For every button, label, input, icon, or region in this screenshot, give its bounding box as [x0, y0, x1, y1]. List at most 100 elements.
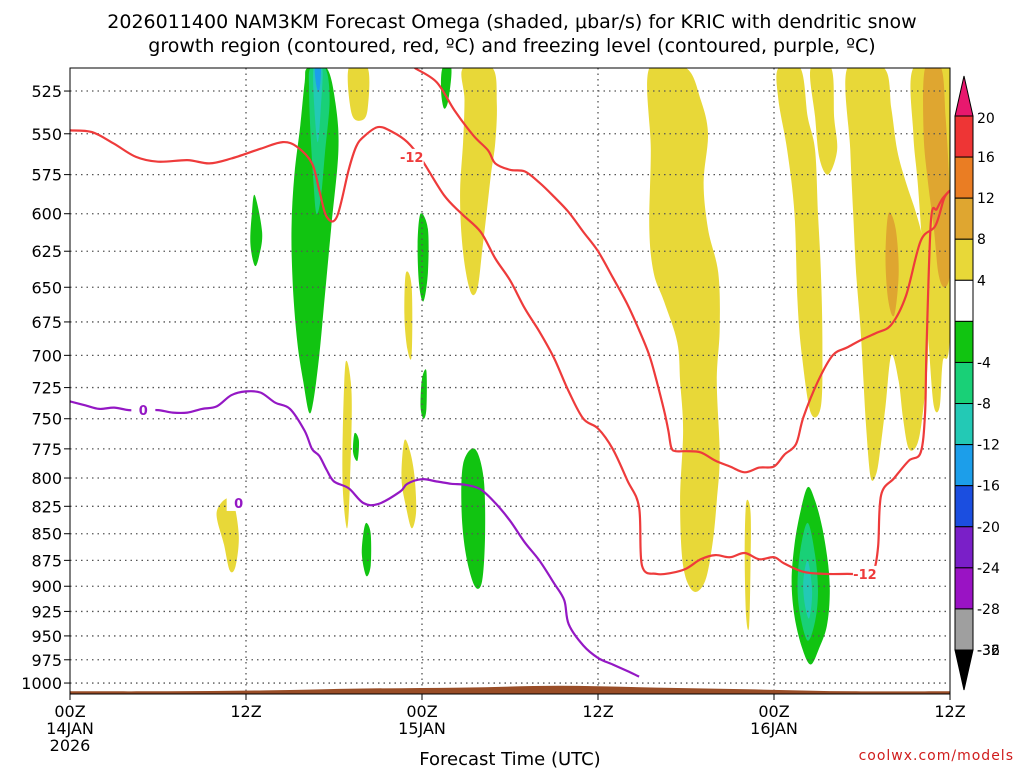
y-tick-label: 875	[31, 551, 62, 570]
colorbar-swatch	[954, 320, 974, 363]
colorbar-label: 20	[977, 111, 995, 127]
y-tick-label: 600	[31, 205, 62, 224]
contour-line-1	[70, 125, 950, 576]
omega-region-ascent-cell-5	[361, 522, 372, 577]
colorbar-label: -36	[977, 643, 1000, 659]
omega-region-ascent-cell-7	[440, 68, 452, 109]
colorbar-swatch	[954, 238, 974, 281]
chart-title-line-2: growth region (contoured, red, ºC) and f…	[148, 35, 875, 57]
terrain-ground	[70, 685, 950, 694]
colorbar-swatch	[954, 526, 974, 569]
omega-region-ascent-cell-4	[352, 432, 360, 462]
x-axis-title: Forecast Time (UTC)	[419, 749, 600, 768]
colorbar-label: 4	[977, 273, 986, 289]
omega-region-sink-cell-2	[347, 68, 370, 121]
colorbar-label: -8	[977, 397, 991, 413]
omega-region-sink-band-2	[647, 68, 720, 592]
colorbar-swatch	[954, 361, 974, 405]
y-axis: 525 550 575 600 625 650 675 700 725 750 775 800 825 8…	[21, 82, 70, 693]
contour-label: -12	[400, 151, 424, 166]
y-tick-label: 1000	[21, 674, 62, 693]
colorbar-swatch	[954, 156, 974, 199]
colorbar-label: -32	[977, 643, 1000, 659]
omega-region-ascent-core-a	[308, 68, 330, 215]
omega-region-sink-cell-5	[404, 271, 413, 360]
x-tick-label: 00Z	[406, 702, 437, 721]
colorbar-swatch	[954, 197, 974, 240]
contour-label-bg	[852, 565, 877, 582]
y-tick-label: 750	[31, 410, 62, 429]
omega-region-ascent-cell-1	[461, 448, 486, 589]
y-tick-label: 825	[31, 497, 62, 516]
y-tick-label: 725	[31, 379, 62, 398]
omega-region-ascent-cell-3	[417, 213, 429, 302]
colorbar-cap-top	[954, 75, 974, 117]
colorbar-label: -12	[977, 438, 1000, 454]
omega-region-sink-cell-4	[342, 360, 352, 529]
colorbar-swatch	[954, 608, 974, 651]
grid-lines	[70, 68, 950, 694]
colorbar-swatch	[954, 279, 974, 322]
omega-region-sink-cell-6	[810, 68, 838, 175]
contour-label-bg	[399, 148, 424, 165]
colorbar-label: -24	[977, 561, 1000, 577]
colorbar-label: -20	[977, 520, 1000, 536]
omega-region-sink-cell-7	[744, 499, 751, 631]
y-tick-label: 675	[31, 313, 62, 332]
x-tick-label: 12Z	[582, 702, 613, 721]
x-tick-label: 2026	[50, 736, 91, 755]
contour-labels: -12 -12 0 0	[131, 148, 877, 583]
omega-region-sink-band-1	[460, 68, 497, 296]
colorbar-label: -4	[977, 355, 991, 371]
x-tick-label: 12Z	[230, 702, 261, 721]
omega-region-sink-band-3	[776, 68, 823, 418]
y-tick-label: 775	[31, 440, 62, 459]
omega-region-ascent-core-b	[313, 68, 323, 143]
omega-region-ascent-cell-2	[250, 194, 263, 267]
y-tick-label: 650	[31, 278, 62, 297]
contour-lines	[70, 68, 950, 678]
x-tick-label: 00Z	[758, 702, 789, 721]
y-tick-label: 950	[31, 627, 62, 646]
terrain-fill	[70, 685, 950, 694]
omega-shading	[216, 68, 950, 665]
chart-title-line-1: 2026011400 NAM3KM Forecast Omega (shaded…	[107, 11, 916, 33]
omega-region-ascent-core-e	[803, 560, 813, 619]
y-tick-label: 850	[31, 525, 62, 544]
colorbar-label: 8	[977, 232, 986, 248]
omega-region-sink-cell-1	[216, 497, 239, 573]
contour-label-bg	[226, 494, 251, 511]
contour-label: 0	[234, 497, 243, 512]
y-tick-label: 525	[31, 82, 62, 101]
omega-region-sink-core-a	[923, 68, 950, 288]
x-tick-label: 15JAN	[398, 719, 446, 738]
y-tick-label: 575	[31, 166, 62, 185]
contour-label: 0	[139, 404, 148, 419]
colorbar-swatch	[954, 444, 974, 487]
credit-text: coolwx.com/models	[859, 748, 1014, 764]
y-tick-label: 550	[31, 125, 62, 144]
colorbar-label: -28	[977, 602, 1000, 618]
y-tick-label: 625	[31, 242, 62, 261]
y-tick-label: 975	[31, 651, 62, 670]
colorbar-label: 12	[977, 191, 995, 207]
colorbar-swatch	[954, 115, 974, 158]
x-tick-label: 14JAN	[46, 719, 94, 738]
contour-label-bg	[131, 402, 156, 419]
x-tick-label: 12Z	[934, 702, 965, 721]
colorbar-label: 16	[977, 150, 995, 166]
omega-region-sink-core-b	[885, 212, 899, 317]
y-tick-label: 900	[31, 577, 62, 596]
y-tick-label: 800	[31, 469, 62, 488]
contour-line-2	[414, 68, 950, 474]
colorbar-cap-bottom	[954, 649, 974, 691]
x-tick-label: 00Z	[54, 702, 85, 721]
omega-region-ascent-column-a	[291, 68, 339, 414]
y-tick-label: 700	[31, 346, 62, 365]
colorbar: 20 16 12 8 4 -4 -8 -12 -16 -20 -24 -28 -32-36	[954, 75, 1000, 691]
colorbar-swatch	[954, 485, 974, 528]
y-tick-label: 925	[31, 602, 62, 621]
plot-frame	[69, 67, 951, 695]
contour-label: -12	[853, 568, 877, 583]
